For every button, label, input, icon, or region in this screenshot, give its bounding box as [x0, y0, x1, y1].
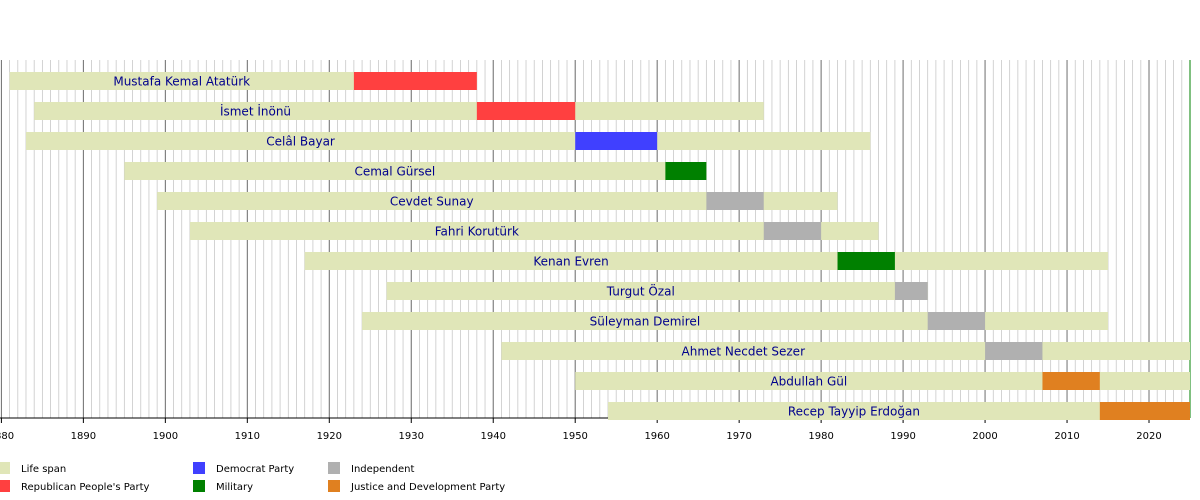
life-bar	[304, 252, 1109, 270]
legend-label: Justice and Development Party	[350, 482, 505, 493]
president-name: Celâl Bayar	[266, 135, 335, 149]
life-bar	[157, 192, 838, 210]
president-name: Abdullah Gül	[770, 375, 847, 389]
term-bar	[706, 192, 764, 210]
x-tick-label: 1990	[890, 431, 915, 442]
x-tick-label: 1880	[0, 431, 14, 442]
president-name: Süleyman Demirel	[590, 315, 701, 329]
x-tick-label: 1940	[481, 431, 506, 442]
term-bar	[1042, 372, 1100, 390]
president-name: Recep Tayyip Erdoğan	[788, 405, 920, 419]
term-bar	[1099, 402, 1190, 420]
president-name: Ahmet Necdet Sezer	[682, 345, 806, 359]
legend-swatch	[193, 480, 205, 492]
x-tick-label: 1960	[644, 431, 669, 442]
term-bar	[575, 132, 658, 150]
president-name: Turgut Özal	[606, 283, 675, 299]
legend-label: Life span	[21, 464, 66, 475]
legend-label: Military	[216, 482, 253, 493]
term-bar	[665, 162, 707, 180]
president-name: Cemal Gürsel	[354, 165, 435, 179]
legend-label: Independent	[351, 464, 414, 475]
x-tick-label: 1910	[235, 431, 260, 442]
term-bar	[927, 312, 986, 330]
life-bar	[124, 162, 707, 180]
legend-swatch	[328, 480, 340, 492]
x-tick-label: 2000	[972, 431, 997, 442]
term-bar	[894, 282, 928, 300]
term-bar	[985, 342, 1043, 360]
legend-swatch	[0, 480, 10, 492]
life-bar	[607, 402, 1190, 420]
president-name: Cevdet Sunay	[390, 195, 474, 209]
life-bar	[575, 372, 1190, 390]
x-tick-label: 1890	[71, 431, 96, 442]
x-tick-label: 2010	[1054, 431, 1079, 442]
x-tick-label: 1930	[399, 431, 424, 442]
legend-label: Republican People's Party	[21, 482, 149, 493]
x-tick-label: 2020	[1136, 431, 1161, 442]
life-bar	[501, 342, 1190, 360]
president-name: İsmet İnönü	[220, 104, 291, 119]
term-bar	[476, 102, 576, 120]
x-tick-label: 1900	[153, 431, 178, 442]
x-tick-label: 1980	[808, 431, 833, 442]
term-bar	[353, 72, 477, 90]
legend-swatch	[0, 462, 10, 474]
x-tick-label: 1920	[317, 431, 342, 442]
president-name: Mustafa Kemal Atatürk	[113, 75, 250, 89]
life-bar	[25, 132, 871, 150]
term-bar	[837, 252, 895, 270]
legend-swatch	[328, 462, 340, 474]
life-bar	[386, 282, 928, 300]
legend-label: Democrat Party	[216, 464, 294, 475]
legend-swatch	[193, 462, 205, 474]
term-bar	[763, 222, 822, 240]
president-name: Kenan Evren	[533, 255, 608, 269]
life-bar	[362, 312, 1109, 330]
life-bar	[34, 102, 764, 120]
president-name: Fahri Korutürk	[435, 225, 519, 239]
life-bar	[189, 222, 879, 240]
x-tick-label: 1950	[562, 431, 587, 442]
x-tick-label: 1970	[726, 431, 751, 442]
